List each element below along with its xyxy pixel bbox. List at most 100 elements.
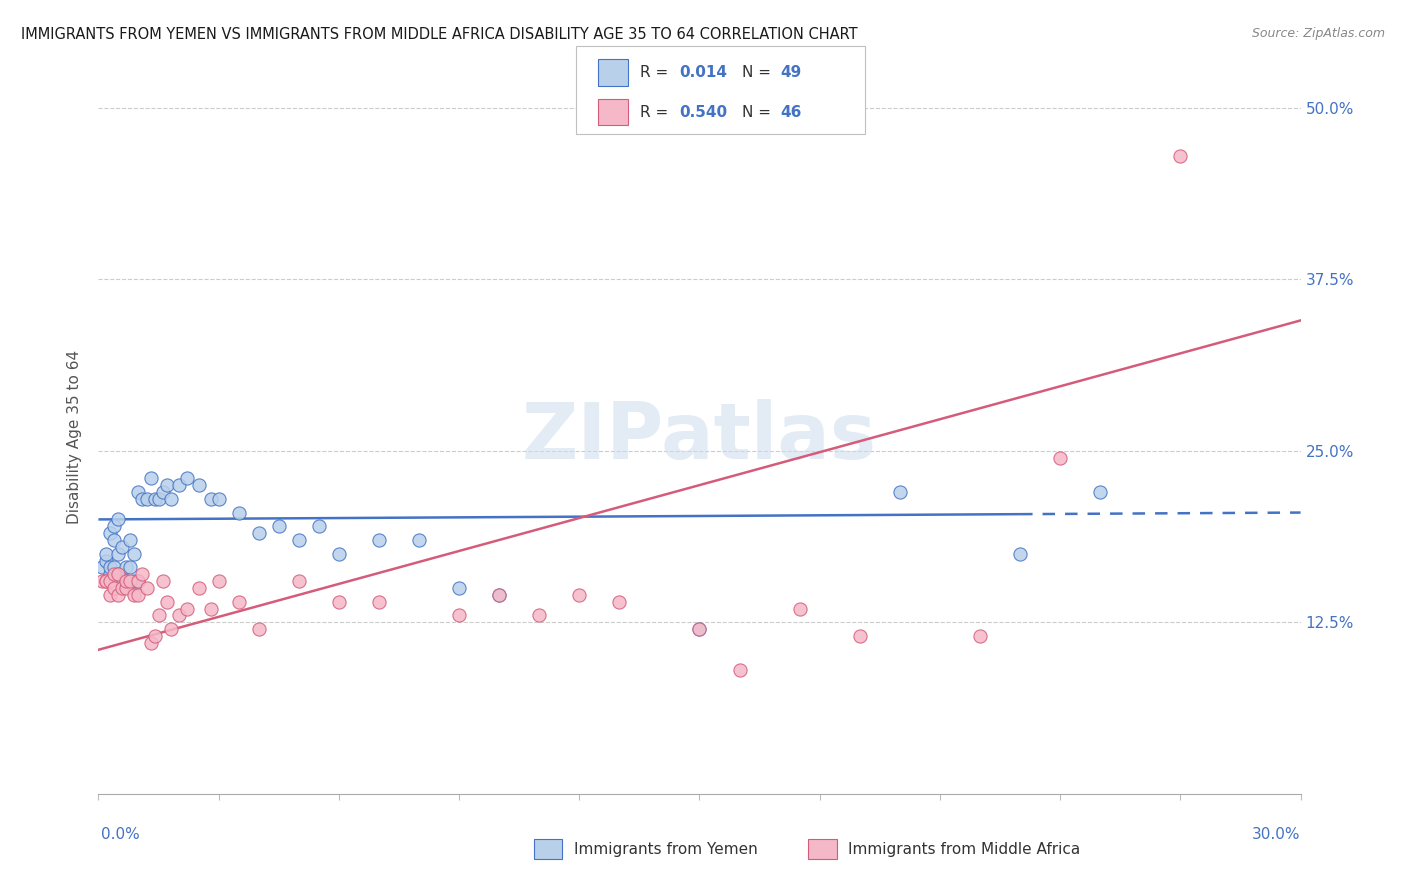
Point [152,485,174,500]
Point [228,506,250,520]
Point [148,608,170,623]
Point [247,622,270,636]
Text: Immigrants from Middle Africa: Immigrants from Middle Africa [848,842,1080,856]
Point [91,560,114,574]
Point [187,581,209,595]
Point [167,478,190,492]
Point [128,485,150,500]
Point [308,519,330,533]
Point [368,533,391,547]
Text: R =: R = [640,65,673,80]
Point [408,533,430,547]
Point [124,574,146,589]
Point [139,636,162,650]
Text: N =: N = [742,65,776,80]
Point [200,601,222,615]
Point [176,601,198,615]
Point [159,491,181,506]
Point [155,595,177,609]
Point [689,622,711,636]
Point [103,581,125,595]
Point [107,567,129,582]
Text: 46: 46 [780,104,801,120]
Point [208,491,231,506]
Point [969,629,991,643]
Point [143,629,166,643]
Point [488,588,510,602]
Point [568,588,591,602]
Text: R =: R = [640,104,673,120]
Text: 30.0%: 30.0% [1253,827,1301,841]
Point [228,595,250,609]
Point [135,491,157,506]
Point [728,664,751,678]
Point [689,622,711,636]
Text: Source: ZipAtlas.com: Source: ZipAtlas.com [1251,27,1385,40]
Text: N =: N = [742,104,776,120]
Point [159,622,181,636]
Point [115,574,138,589]
Point [155,478,177,492]
Point [609,595,631,609]
Point [103,533,125,547]
Point [103,560,125,574]
Point [124,547,146,561]
Point [111,574,134,589]
Point [111,540,134,554]
Point [128,588,150,602]
Point [288,574,311,589]
Point [529,608,551,623]
Point [488,588,510,602]
Point [288,533,311,547]
Point [131,567,153,582]
Point [91,574,114,589]
Point [100,560,122,574]
Point [115,560,138,574]
Point [107,512,129,526]
Point [128,574,150,589]
Point [152,574,174,589]
Point [368,595,391,609]
Point [328,547,350,561]
Point [208,574,231,589]
Point [111,581,134,595]
Text: ZIPatlas: ZIPatlas [522,399,877,475]
Point [120,574,142,589]
Point [200,491,222,506]
Point [96,574,118,589]
Point [100,574,122,589]
Point [124,588,146,602]
Point [143,491,166,506]
Text: 0.014: 0.014 [679,65,727,80]
Point [1088,485,1111,500]
Point [100,526,122,541]
Point [1170,149,1192,163]
Text: IMMIGRANTS FROM YEMEN VS IMMIGRANTS FROM MIDDLE AFRICA DISABILITY AGE 35 TO 64 C: IMMIGRANTS FROM YEMEN VS IMMIGRANTS FROM… [21,27,858,42]
Text: 0.0%: 0.0% [101,827,141,841]
Text: Immigrants from Yemen: Immigrants from Yemen [574,842,758,856]
Point [447,608,470,623]
Point [107,588,129,602]
Y-axis label: Disability Age 35 to 64: Disability Age 35 to 64 [67,350,83,524]
Point [128,574,150,589]
Point [100,588,122,602]
Point [96,547,118,561]
Point [328,595,350,609]
Text: 0.540: 0.540 [679,104,727,120]
Point [139,471,162,485]
Point [107,567,129,582]
Point [187,478,209,492]
Point [103,519,125,533]
Point [849,629,872,643]
Point [103,567,125,582]
Point [447,581,470,595]
Point [120,560,142,574]
Point [1049,450,1071,465]
Point [176,471,198,485]
Point [267,519,290,533]
Point [96,553,118,567]
Point [789,601,811,615]
Point [889,485,911,500]
Point [167,608,190,623]
Point [135,581,157,595]
